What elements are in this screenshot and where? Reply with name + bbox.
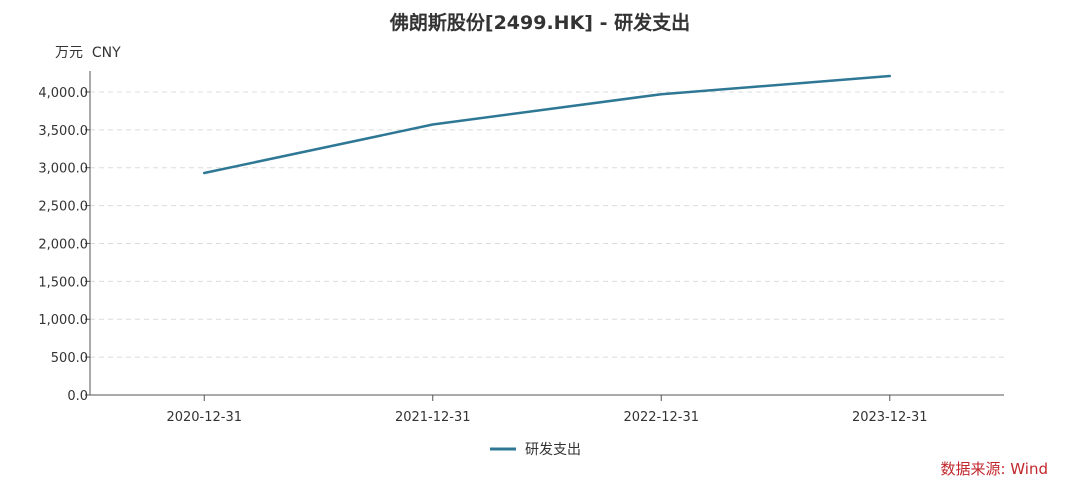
- data-point[interactable]: [430, 122, 436, 128]
- y-axis-ticks: 0.0 500.0 1,000.0 1,500.0 2,000.0 2,500.0 3,00…: [38, 86, 90, 404]
- y-tick-label: 1,000.0: [38, 313, 88, 328]
- data-point[interactable]: [658, 91, 664, 97]
- series-layer: [201, 73, 893, 176]
- series-line-rd-expense: [203, 74, 891, 175]
- y-tick-label: 2,500.0: [38, 200, 88, 215]
- x-axis-ticks: 2020-12-31 2021-12-31 2022-12-31 2023-12-31: [166, 395, 928, 425]
- axes: [89, 71, 1004, 396]
- y-tick-label: 4,000.0: [38, 86, 88, 101]
- legend[interactable]: 研发支出: [490, 442, 581, 458]
- data-point[interactable]: [887, 73, 893, 79]
- x-tick-label: 2023-12-31: [852, 410, 928, 425]
- y-tick-label: 3,500.0: [38, 124, 88, 139]
- legend-label-rd-expense: 研发支出: [525, 442, 581, 458]
- data-source-label: 数据来源: Wind: [940, 460, 1048, 478]
- y-tick-label: 3,000.0: [38, 162, 88, 177]
- y-tick-label: 1,500.0: [38, 275, 88, 290]
- x-tick-label: 2021-12-31: [395, 410, 471, 425]
- y-tick-label: 500.0: [51, 351, 88, 366]
- y-tick-label: 0.0: [67, 389, 88, 404]
- y-tick-label: 2,000.0: [38, 237, 88, 252]
- chart-title: 佛朗斯股份[2499.HK] - 研发支出: [389, 11, 690, 34]
- x-tick-label: 2022-12-31: [623, 410, 699, 425]
- x-tick-label: 2020-12-31: [166, 410, 242, 425]
- data-point[interactable]: [201, 170, 207, 176]
- grid-lines: [90, 91, 1004, 358]
- y-axis-unit-label: 万元 CNY: [55, 45, 121, 61]
